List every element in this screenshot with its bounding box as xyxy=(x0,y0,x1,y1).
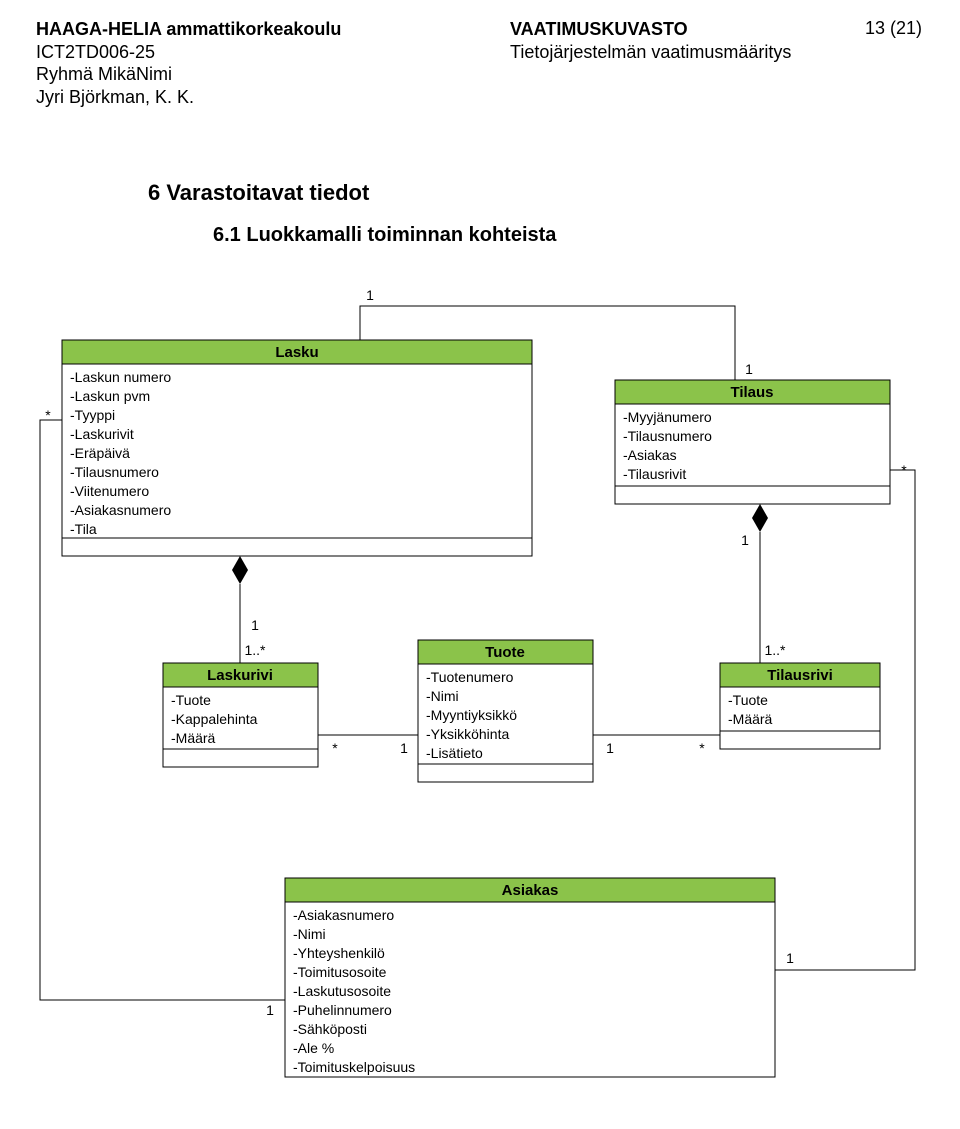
mult-tuote-right-1: 1 xyxy=(606,740,614,756)
mult-asiakas-left-1: 1 xyxy=(266,1002,274,1018)
asiakas-attr-0: -Asiakasnumero xyxy=(293,907,394,923)
tuote-attr-4: -Lisätieto xyxy=(426,745,483,761)
tilaus-title: Tilaus xyxy=(730,384,773,401)
tilaus-attr-3: -Tilausrivit xyxy=(623,466,686,482)
lasku-attr-3: -Laskurivit xyxy=(70,426,134,442)
class-tilausrivi: Tilausrivi -Tuote -Määrä xyxy=(720,663,880,749)
class-tilaus: Tilaus -Myyjänumero -Tilausnumero -Asiak… xyxy=(615,380,890,504)
lasku-attr-2: -Tyyppi xyxy=(70,407,115,423)
class-asiakas: Asiakas -Asiakasnumero -Nimi -Yhteyshenk… xyxy=(285,878,775,1077)
laskurivi-attr-0: -Tuote xyxy=(171,692,211,708)
asiakas-attr-5: -Puhelinnumero xyxy=(293,1002,392,1018)
laskurivi-title: Laskurivi xyxy=(207,667,273,684)
diamond-lasku-laskurivi xyxy=(232,556,248,584)
tilausrivi-title: Tilausrivi xyxy=(767,667,833,684)
class-tuote: Tuote -Tuotenumero -Nimi -Myyntiyksikkö … xyxy=(418,640,593,782)
lasku-attr-5: -Tilausnumero xyxy=(70,464,159,480)
tuote-title: Tuote xyxy=(485,644,525,661)
class-laskurivi: Laskurivi -Tuote -Kappalehinta -Määrä xyxy=(163,663,318,767)
mult-lasku-top-1: 1 xyxy=(366,287,374,303)
lasku-attr-6: -Viitenumero xyxy=(70,483,149,499)
tilaus-attr-0: -Myyjänumero xyxy=(623,409,712,425)
mult-laskurivi-right-star: * xyxy=(332,740,338,756)
asiakas-title: Asiakas xyxy=(502,882,559,899)
lasku-attr-8: -Tila xyxy=(70,521,97,537)
mult-laskurivi-top-1star: 1..* xyxy=(244,642,266,658)
lasku-title: Lasku xyxy=(275,344,318,361)
tuote-attr-0: -Tuotenumero xyxy=(426,669,514,685)
diamond-tilaus-tilausrivi xyxy=(752,504,768,532)
laskurivi-attr-2: -Määrä xyxy=(171,730,216,746)
asiakas-attr-7: -Ale % xyxy=(293,1040,334,1056)
mult-laskurivi-top-1: 1 xyxy=(251,617,259,633)
tilausrivi-attr-0: -Tuote xyxy=(728,692,768,708)
asiakas-attr-1: -Nimi xyxy=(293,926,326,942)
tilausrivi-attr-1: -Määrä xyxy=(728,711,773,727)
tuote-attr-1: -Nimi xyxy=(426,688,459,704)
class-diagram: Lasku -Laskun numero -Laskun pvm -Tyyppi… xyxy=(0,0,960,1129)
class-lasku: Lasku -Laskun numero -Laskun pvm -Tyyppi… xyxy=(62,340,532,556)
tilaus-attr-2: -Asiakas xyxy=(623,447,677,463)
asiakas-attr-6: -Sähköposti xyxy=(293,1021,367,1037)
mult-asiakas-right-1: 1 xyxy=(786,950,794,966)
tuote-attr-2: -Myyntiyksikkö xyxy=(426,707,517,723)
lasku-attr-0: -Laskun numero xyxy=(70,369,171,385)
lasku-attr-1: -Laskun pvm xyxy=(70,388,150,404)
mult-tilaus-top-1: 1 xyxy=(745,361,753,377)
asiakas-attr-8: -Toimituskelpoisuus xyxy=(293,1059,415,1075)
lasku-attr-7: -Asiakasnumero xyxy=(70,502,171,518)
laskurivi-attr-1: -Kappalehinta xyxy=(171,711,258,727)
mult-tilaus-bottom-1: 1 xyxy=(741,532,749,548)
asiakas-attr-2: -Yhteyshenkilö xyxy=(293,945,385,961)
mult-left-star: * xyxy=(45,407,51,423)
mult-tuote-left-1: 1 xyxy=(400,740,408,756)
lasku-attr-4: -Eräpäivä xyxy=(70,445,130,461)
tilaus-attr-1: -Tilausnumero xyxy=(623,428,712,444)
tuote-attr-3: -Yksikköhinta xyxy=(426,726,509,742)
asiakas-attr-3: -Toimitusosoite xyxy=(293,964,387,980)
mult-tilausrivi-left-star: * xyxy=(699,740,705,756)
asiakas-attr-4: -Laskutusosoite xyxy=(293,983,391,999)
mult-tilausrivi-top-1star: 1..* xyxy=(764,642,786,658)
